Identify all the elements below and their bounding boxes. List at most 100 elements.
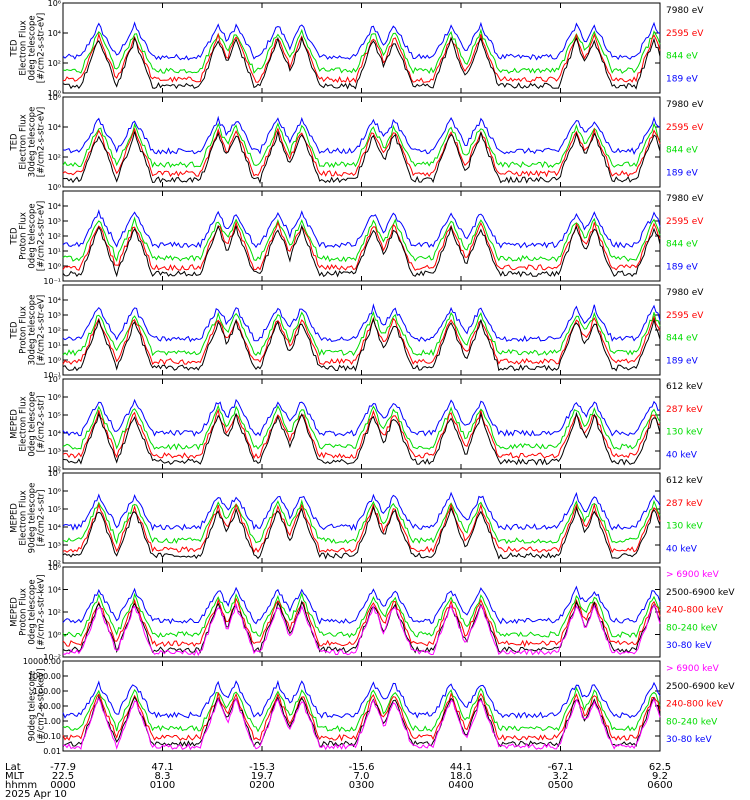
x-tick-label-lat: -77.9 (50, 762, 76, 773)
legend-entry: 2595 eV (666, 123, 704, 133)
series-trace (62, 209, 661, 249)
legend-entry: 189 eV (666, 75, 699, 85)
y-tick-label: 1000.00 (28, 672, 61, 681)
y-tick-label: 10⁰ (48, 89, 61, 98)
legend-entry: 40 keV (666, 545, 698, 555)
y-axis-label-line: 90deg telescope (28, 483, 38, 554)
legend-entry: 7980 eV (666, 288, 704, 298)
legend-entry: > 6900 keV (666, 664, 720, 674)
series-trace (62, 692, 661, 742)
y-tick-label: 1.00 (43, 717, 61, 726)
x-tick-label-hhmm: 0000 (50, 780, 75, 791)
series-trace (62, 317, 661, 372)
x-tick-label-lat: -15.6 (349, 762, 375, 773)
y-axis-label-line: MEPED (10, 503, 20, 533)
y-tick-label: 0.01 (43, 747, 61, 756)
y-axis-label-line: TED (10, 321, 20, 340)
y-axis-label-line: TED (10, 227, 20, 246)
y-axis-label-line: Electron Flux (19, 490, 29, 545)
y-axis-label-line: [#/cm2-s-str-eV] (37, 295, 47, 365)
y-tick-label: 10⁴ (48, 429, 61, 438)
y-axis-label: TED Electron Flux 30deg telescope [#/cm2-s-… (10, 107, 47, 178)
series-trace (62, 115, 661, 155)
legend-entry: > 6900 keV (666, 570, 720, 580)
series-trace (62, 408, 661, 460)
series-trace (62, 597, 661, 648)
y-axis-label-line: Proton Flux (19, 306, 29, 354)
legend-entry: 130 keV (666, 428, 703, 438)
x-tick-label-hhmm: 0500 (548, 780, 573, 791)
x-tick-label-hhmm: 0100 (150, 780, 175, 791)
y-tick-label: 0.10 (43, 732, 61, 741)
y-tick-label: 10² (48, 326, 61, 335)
y-tick-label: 10³ (48, 217, 61, 226)
y-axis-label: 90deg telescope [#/cm2-s-str-keV] (28, 669, 47, 744)
y-axis-label-line: Electron Flux (19, 396, 29, 451)
series-trace (62, 591, 661, 639)
x-tick-label-hhmm: 0600 (647, 780, 672, 791)
series-trace (62, 224, 661, 278)
legend-entry: 2595 eV (666, 29, 704, 39)
series-trace (62, 122, 661, 169)
series-trace (62, 499, 661, 545)
series-trace (62, 697, 661, 751)
legend-entry: 612 keV (666, 382, 703, 392)
x-tick-label-lat: 47.1 (151, 762, 173, 773)
legend-entry: 287 keV (666, 499, 703, 509)
series-trace (62, 315, 661, 366)
y-tick-label: 10⁻¹ (43, 277, 61, 286)
y-tick-label: 10¹ (48, 247, 61, 256)
y-axis-label-line: 0deg telescope (28, 15, 38, 80)
y-tick-label: 10¹ (48, 341, 61, 350)
y-axis-label-line: [#/cm2-s-str-eV] (37, 201, 47, 271)
y-tick-label: 10⁴ (48, 123, 61, 132)
x-tick-label-lat: 62.5 (649, 762, 671, 773)
series-trace (62, 686, 661, 733)
y-tick-label: 10⁵ (48, 505, 61, 514)
legend-entry: 240-800 keV (666, 606, 724, 616)
xaxis-row-label-mlt: MLT (5, 771, 25, 782)
legend-entry: 844 eV (666, 52, 699, 62)
y-tick-label: 10.00 (38, 702, 61, 711)
y-tick-label: 10⁴ (48, 202, 61, 211)
legend-entry: 844 eV (666, 240, 699, 250)
series-trace (62, 491, 661, 532)
y-tick-label: 10⁶ (48, 487, 61, 496)
y-axis-label-line: [#/cm2-s-str-eV] (37, 13, 47, 83)
y-tick-label: 10⁶ (48, 393, 61, 402)
y-axis-label: MEPED Electron Flux 90deg telescope [#/cm2-… (10, 483, 47, 554)
x-tick-label-hhmm: 0200 (249, 780, 274, 791)
y-tick-label: 10² (48, 153, 61, 162)
y-axis-label-line: [#/cm2-s-str-keV] (37, 575, 47, 650)
y-axis-label-line: 30deg telescope (28, 295, 38, 366)
y-axis-label: MEPED Electron Flux 0deg telescope [#/cm2-s… (10, 391, 47, 456)
x-tick-label-mlt: 7.0 (354, 771, 370, 782)
xaxis-row-label-hhmm: hhmm (5, 780, 37, 791)
series-trace (62, 603, 661, 657)
series-trace (62, 398, 661, 437)
y-axis-label-line: MEPED (10, 409, 20, 439)
y-axis-label-line: [#/cm2-s-str] (37, 490, 47, 547)
x-tick-label-hhmm: 0300 (349, 780, 374, 791)
y-axis-label: MEPED Proton Flux 0deg telescope [#/cm2-s-s… (10, 575, 47, 650)
y-tick-label: 10⁰ (48, 631, 61, 640)
y-tick-label: 10⁴ (48, 586, 61, 595)
y-axis-label-line: Proton Flux (19, 588, 29, 636)
series-trace (62, 36, 661, 90)
y-axis-label-line: MEPED (10, 597, 20, 627)
y-tick-label: 10⁴ (48, 523, 61, 532)
legend-entry: 40 keV (666, 451, 698, 461)
y-tick-label: 10⁻² (43, 653, 61, 662)
legend-entry: 7980 eV (666, 6, 704, 16)
y-axis-label-line: 30deg telescope (28, 107, 38, 178)
panel-8: 0.01 0.10 1.00 10.00 100.00 1000.00 10000.00 90… (23, 657, 736, 756)
series-trace (62, 585, 661, 625)
y-tick-label: 10² (48, 608, 61, 617)
y-axis-label-line: TED (10, 133, 20, 152)
y-tick-label: 10³ (48, 311, 61, 320)
panel-frame (62, 2, 661, 94)
